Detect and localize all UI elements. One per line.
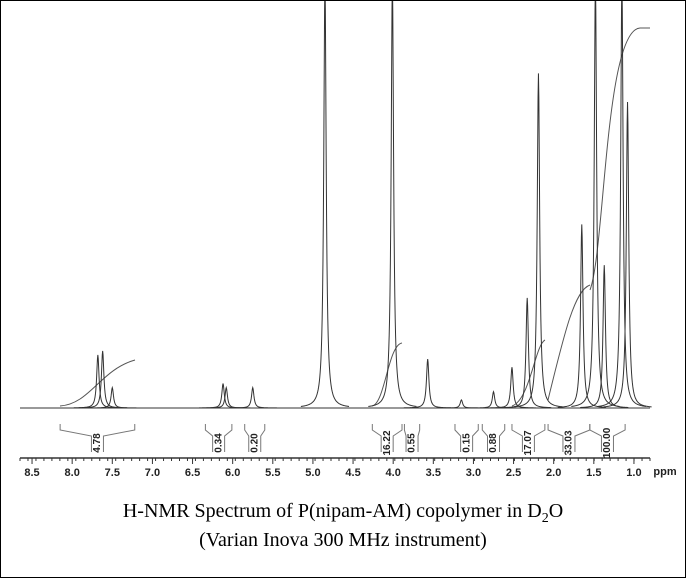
peak	[571, 1, 620, 407]
integral-curve	[547, 284, 591, 401]
x-tick-label: 1.5	[586, 467, 601, 479]
integral-label: 0.88	[488, 433, 499, 453]
integral-label: 0.34	[213, 433, 224, 453]
integral-curve	[511, 339, 546, 407]
x-tick-label: 5.0	[305, 467, 320, 479]
integral-curve	[589, 27, 650, 291]
integral-curve	[371, 342, 403, 407]
peak	[514, 73, 563, 408]
x-tick-label: 7.0	[145, 467, 160, 479]
title-end: O	[549, 500, 563, 522]
x-tick-label: 3.0	[466, 467, 481, 479]
integral-label: 0.55	[407, 433, 418, 453]
peak	[557, 224, 606, 408]
integral-bracket	[454, 424, 479, 452]
integral-label: 4.78	[92, 433, 103, 453]
x-tick-label: 7.5	[105, 467, 120, 479]
x-tick-label: 5.5	[265, 467, 280, 479]
integral-bracket	[244, 424, 266, 452]
peak	[597, 1, 647, 407]
peak	[469, 390, 518, 409]
integral-label: 0.20	[249, 433, 260, 453]
peak	[603, 101, 652, 408]
x-tick-label: 3.5	[426, 467, 441, 479]
plot-area	[20, 1, 652, 409]
x-tick-label: 8.0	[65, 467, 80, 479]
x-tick-label: 4.5	[345, 467, 360, 479]
peak	[503, 297, 552, 409]
x-tick-label: 2.0	[546, 467, 561, 479]
integral-bracket	[511, 424, 546, 452]
title-text: H-NMR Spectrum of P(nipam-AM) copolymer …	[123, 500, 542, 522]
x-tick-label: 2.5	[506, 467, 521, 479]
integral-bracket	[204, 424, 233, 452]
peak	[78, 350, 127, 409]
x-tick-label: 6.0	[225, 467, 240, 479]
integral-label: 0.15	[461, 433, 472, 453]
chart-subtitle: (Varian Inova 300 MHz instrument)	[199, 529, 487, 551]
peak	[368, 1, 417, 407]
integral-bracket	[59, 424, 136, 452]
peak	[228, 385, 277, 409]
peak	[487, 367, 537, 409]
x-tick-label: 4.0	[386, 467, 401, 479]
x-axis-label: ppm	[653, 466, 676, 478]
integral-bracket	[403, 424, 421, 452]
integral-label: 33.03	[564, 430, 575, 455]
integral-bracket	[481, 424, 506, 452]
integral-label: 16.22	[382, 430, 393, 455]
x-tick-label: 1.0	[626, 467, 641, 479]
integral-bracket	[589, 424, 626, 452]
peak	[300, 1, 350, 407]
integral-label: 17.07	[523, 430, 534, 455]
chart-title: H-NMR Spectrum of P(nipam-AM) copolymer …	[123, 500, 563, 526]
peak	[580, 265, 629, 408]
x-tick-label: 6.5	[185, 467, 200, 479]
title-subscript: 2	[542, 511, 549, 526]
integral-bracket	[371, 424, 403, 452]
x-tick-label: 8.5	[24, 467, 39, 479]
peak	[88, 385, 137, 409]
integral-label: 100.00	[602, 427, 613, 458]
